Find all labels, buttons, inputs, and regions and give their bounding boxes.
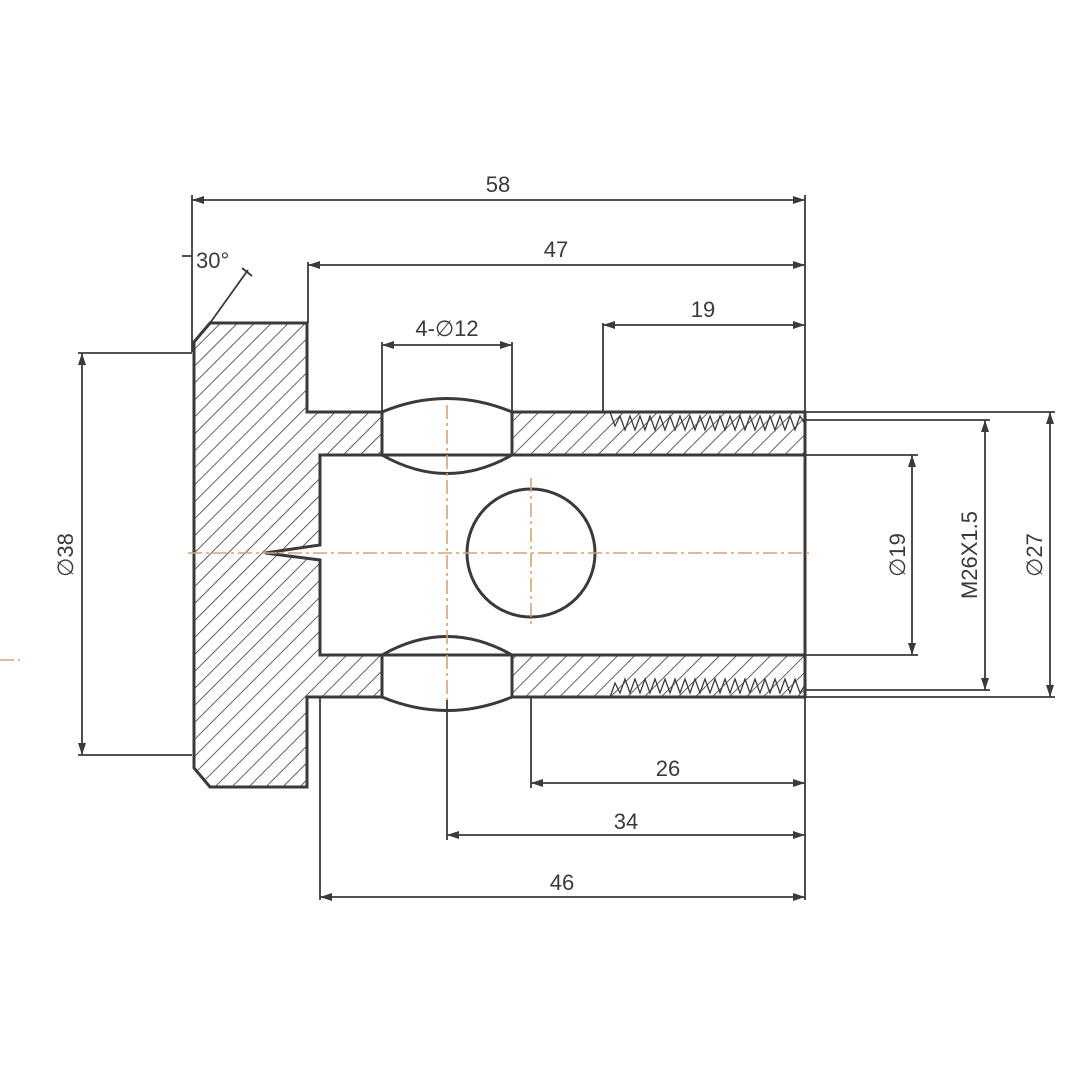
dim-chamfer-angle: 30° [196, 248, 229, 273]
dim-threaded-body-length: 47 [544, 237, 568, 262]
dim-head-diameter: ∅38 [53, 533, 78, 577]
dim-cross-holes: 4-∅12 [415, 316, 478, 341]
thread-teeth-upper [609, 411, 806, 432]
bore-outline [320, 412, 807, 697]
dimension-labels: 58 47 19 4-∅12 30° 26 34 46 ∅38 ∅19 M26X… [53, 172, 1047, 895]
head-section [192, 321, 384, 789]
dim-bore-depth: 46 [550, 870, 574, 895]
extension-lines [78, 195, 1055, 900]
dim-outer-diameter: ∅27 [1022, 533, 1047, 577]
dim-bore-diameter: ∅19 [885, 533, 910, 577]
dim-overall-length: 58 [486, 172, 510, 197]
dim-hole-to-end-26: 26 [656, 756, 680, 781]
dimension-lines [78, 196, 1054, 901]
centerlines [0, 405, 812, 700]
section-hatching [192, 321, 807, 789]
dim-thread-spec: M26X1.5 [957, 511, 982, 599]
dim-thread-length: 19 [691, 297, 715, 322]
dim-hole-to-end-34: 34 [614, 809, 638, 834]
thread-teeth-lower [609, 677, 806, 698]
